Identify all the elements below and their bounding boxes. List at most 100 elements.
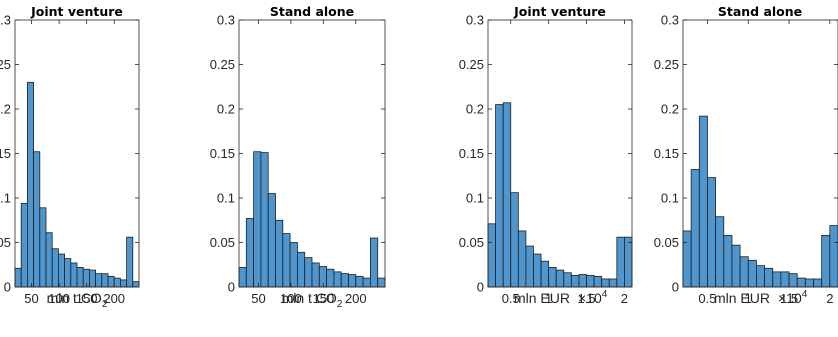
y-tick-label: 0.1 xyxy=(661,191,679,206)
y-tick-label: 0.25 xyxy=(459,57,484,72)
y-tick-label: 0.05 xyxy=(654,235,679,250)
histogram-bar xyxy=(26,81,34,288)
y-tick-label: 0.15 xyxy=(210,146,235,161)
y-tick-label: 0 xyxy=(477,280,484,295)
x-tick-label: 1 xyxy=(545,291,552,306)
y-tick-label: 0 xyxy=(672,280,679,295)
histogram-bar xyxy=(333,271,342,288)
histogram-bar xyxy=(377,277,386,288)
histogram-bar xyxy=(289,242,298,288)
histogram-bar xyxy=(829,225,838,288)
y-tick-label: 0.25 xyxy=(654,57,679,72)
histogram-bar xyxy=(796,277,806,288)
histogram-bar xyxy=(70,262,78,288)
axes-box xyxy=(14,19,140,288)
x-tick-label: 0.5 xyxy=(502,291,520,306)
histogram-bar xyxy=(788,273,798,288)
histogram-bar xyxy=(113,277,121,288)
histogram-bar xyxy=(780,271,790,288)
histogram-bar xyxy=(723,234,733,288)
histogram-bar xyxy=(525,245,534,288)
histogram-bar xyxy=(95,273,103,288)
histogram-bar xyxy=(89,269,97,288)
histogram-bar xyxy=(555,269,565,288)
x-axis-label-subscript: 2 xyxy=(337,299,343,310)
histogram-bar xyxy=(76,267,84,288)
y-tick-label: 0.3 xyxy=(661,13,679,28)
axes-box xyxy=(238,19,386,288)
x-tick-label: 50 xyxy=(251,291,265,306)
histogram-bar xyxy=(487,223,496,288)
x-tick-label: 200 xyxy=(345,291,367,306)
x-tick-label: 1.5 xyxy=(577,291,595,306)
histogram-bar xyxy=(282,233,291,288)
histogram-bar xyxy=(616,236,625,288)
x-exponent-superscript: 4 xyxy=(602,289,608,300)
x-tick-label: 50 xyxy=(24,291,38,306)
x-tick-label: 1 xyxy=(745,291,752,306)
histogram-bar xyxy=(495,104,504,288)
histogram-bar xyxy=(101,273,109,288)
histogram-bar xyxy=(120,279,128,288)
histogram-bar xyxy=(369,237,379,288)
histogram-bar xyxy=(578,274,587,288)
histogram-bar xyxy=(502,102,512,288)
histogram-bar xyxy=(260,152,269,288)
y-tick-label: 0.05 xyxy=(459,235,484,250)
y-tick-label: 0.15 xyxy=(654,146,679,161)
histogram-bar xyxy=(275,219,284,288)
histogram-bar xyxy=(731,244,741,288)
histogram-bar xyxy=(318,266,327,288)
histogram-bar xyxy=(517,230,527,288)
x-axis-label: mln t CO2 xyxy=(282,290,343,310)
histogram-bar xyxy=(570,275,580,288)
histogram-bar xyxy=(690,169,700,288)
histogram-bar xyxy=(586,275,595,288)
histogram-bar xyxy=(238,267,247,288)
panel-title: Stand alone xyxy=(718,4,802,19)
histogram-bar xyxy=(51,248,59,288)
x-tick-label: 1.5 xyxy=(780,291,798,306)
histogram-bar xyxy=(64,258,72,288)
histogram-bar xyxy=(563,272,572,288)
y-tick-label: 0.15 xyxy=(0,146,11,161)
axes-box xyxy=(682,19,838,288)
histogram-bar xyxy=(340,273,349,288)
y-tick-label: 0.1 xyxy=(217,191,235,206)
histogram-bar xyxy=(253,151,262,288)
histogram-bar xyxy=(533,253,542,288)
x-exponent-label: ×104 xyxy=(778,289,808,306)
histogram-bar xyxy=(540,260,550,288)
histogram-bar xyxy=(311,262,320,288)
x-axis-label: mln t CO2 xyxy=(47,290,108,310)
y-tick-label: 0.2 xyxy=(466,102,484,117)
histogram-bar xyxy=(739,256,749,288)
histogram-bar xyxy=(267,193,276,288)
x-tick-label: 100 xyxy=(48,291,70,306)
x-exponent-superscript: 4 xyxy=(802,289,808,300)
x-tick-label: 2 xyxy=(826,291,833,306)
panel-title: Stand alone xyxy=(270,4,354,19)
y-tick-label: 0.1 xyxy=(0,191,11,206)
histogram-bar xyxy=(772,271,782,288)
histogram-bar xyxy=(715,216,725,288)
histogram-bar xyxy=(548,267,557,288)
x-tick-label: 200 xyxy=(103,291,125,306)
histogram-bar xyxy=(747,259,757,288)
histogram-bar xyxy=(698,115,708,288)
y-tick-label: 0 xyxy=(4,280,11,295)
x-axis-label: mln EUR xyxy=(514,290,570,306)
histogram-bar xyxy=(348,274,357,288)
y-tick-label: 0.15 xyxy=(459,146,484,161)
histogram-bar xyxy=(813,278,823,288)
histogram-bar xyxy=(510,192,519,288)
y-tick-label: 0.1 xyxy=(466,191,484,206)
panel-co2-joint-venture: Joint venture 0 0.05 0.1 0.15 0.2 0.25 0.3 50 10… xyxy=(0,4,140,310)
panel-title: Joint venture xyxy=(30,4,123,19)
histogram-bar xyxy=(608,278,618,288)
histogram-bar xyxy=(107,275,115,288)
histogram-bar xyxy=(756,265,765,288)
y-tick-label: 0.3 xyxy=(217,13,235,28)
y-tick-label: 0.3 xyxy=(0,13,11,28)
x-exponent-label: ×104 xyxy=(578,289,608,306)
